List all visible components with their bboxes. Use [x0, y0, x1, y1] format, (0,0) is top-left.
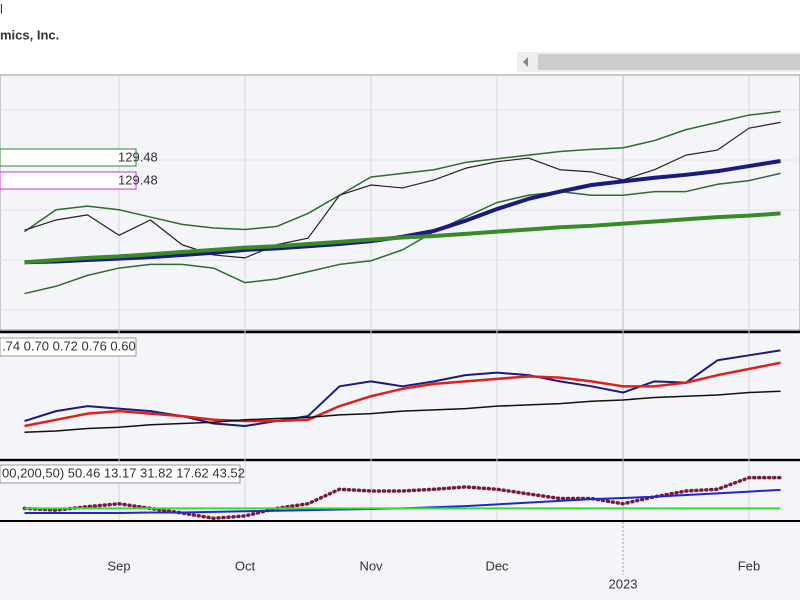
series-line [24, 349, 781, 427]
legend-box [0, 464, 241, 484]
legend-box [0, 148, 137, 167]
header-fragment: l [0, 1, 3, 16]
legend-box [0, 171, 137, 190]
x-tick-label: Dec [485, 558, 509, 573]
price-panel [0, 74, 800, 331]
legend-text: .74 0.70 0.72 0.76 0.60 [2, 338, 136, 353]
x-tick-label: Sep [107, 558, 130, 573]
scrollbar-thumb[interactable] [538, 54, 800, 70]
series-line [24, 121, 781, 259]
legend-box [0, 337, 137, 357]
x-tick-label: Oct [235, 558, 256, 573]
legend-value: 129.48 [118, 172, 158, 187]
series-line [24, 110, 781, 233]
series-line [24, 211, 781, 265]
x-tick-label: Nov [359, 558, 383, 573]
series-line [24, 172, 781, 295]
x-tick-label: Feb [738, 558, 760, 573]
x-axis-panel [0, 522, 800, 600]
x-tick-label: 2023 [609, 576, 638, 591]
series-line [24, 361, 781, 428]
legend-value: 129.48 [118, 149, 158, 164]
series-line [24, 390, 781, 433]
chart-title: mics, Inc. [0, 27, 59, 42]
scroll-arrow[interactable] [523, 57, 528, 67]
legend-text: 00,200,50) 50.46 13.17 31.82 17.62 43.52 [2, 465, 245, 480]
